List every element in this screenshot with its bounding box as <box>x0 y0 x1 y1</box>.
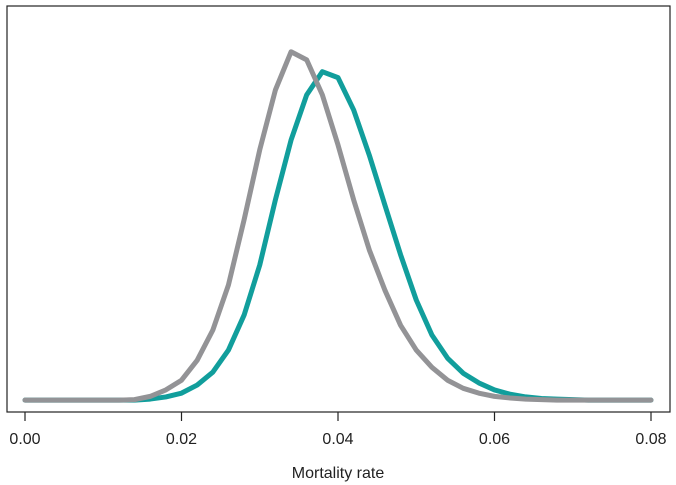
plot-frame <box>6 5 671 413</box>
x-tick-label: 0.00 <box>9 431 40 448</box>
x-tick-label: 0.02 <box>166 431 197 448</box>
x-tick-label: 0.06 <box>479 431 510 448</box>
x-axis-label: Mortality rate <box>292 465 385 482</box>
x-tick-label: 0.08 <box>635 431 666 448</box>
density-line <box>22 49 654 403</box>
density-line <box>22 69 654 403</box>
x-tick-label: 0.04 <box>322 431 353 448</box>
